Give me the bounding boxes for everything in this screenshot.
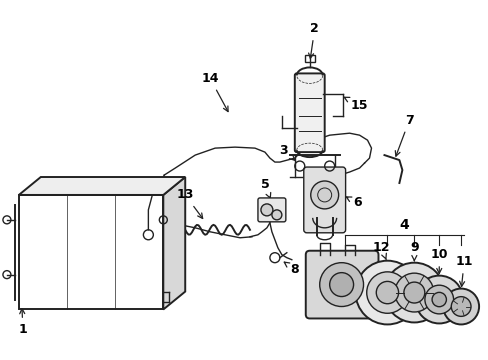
- FancyBboxPatch shape: [303, 167, 345, 233]
- FancyBboxPatch shape: [258, 198, 285, 222]
- Text: 15: 15: [344, 97, 367, 112]
- Text: 6: 6: [346, 197, 361, 210]
- Circle shape: [431, 292, 446, 307]
- Text: 4: 4: [399, 218, 408, 232]
- Circle shape: [414, 276, 462, 323]
- Text: 5: 5: [260, 179, 270, 198]
- Text: 3: 3: [279, 144, 294, 160]
- Text: 9: 9: [409, 241, 418, 261]
- Circle shape: [319, 263, 363, 306]
- Circle shape: [450, 297, 470, 316]
- Circle shape: [271, 210, 281, 220]
- Circle shape: [355, 261, 419, 324]
- Circle shape: [310, 181, 338, 209]
- Circle shape: [384, 263, 443, 323]
- FancyBboxPatch shape: [294, 73, 324, 152]
- Polygon shape: [19, 177, 185, 195]
- Text: 12: 12: [372, 241, 389, 260]
- Circle shape: [376, 282, 398, 304]
- Text: 13: 13: [176, 188, 202, 219]
- Text: 1: 1: [19, 309, 27, 336]
- Text: 8: 8: [284, 262, 299, 276]
- Text: 10: 10: [429, 248, 447, 274]
- Text: 2: 2: [308, 22, 319, 58]
- Text: 11: 11: [454, 255, 472, 287]
- Circle shape: [394, 273, 433, 312]
- FancyBboxPatch shape: [305, 251, 378, 319]
- Circle shape: [329, 273, 353, 297]
- Circle shape: [366, 272, 407, 313]
- Circle shape: [403, 282, 424, 303]
- Text: 7: 7: [394, 114, 413, 156]
- Circle shape: [261, 204, 272, 216]
- Text: 14: 14: [201, 72, 227, 112]
- Circle shape: [424, 285, 453, 314]
- Polygon shape: [163, 177, 185, 310]
- Circle shape: [442, 289, 478, 324]
